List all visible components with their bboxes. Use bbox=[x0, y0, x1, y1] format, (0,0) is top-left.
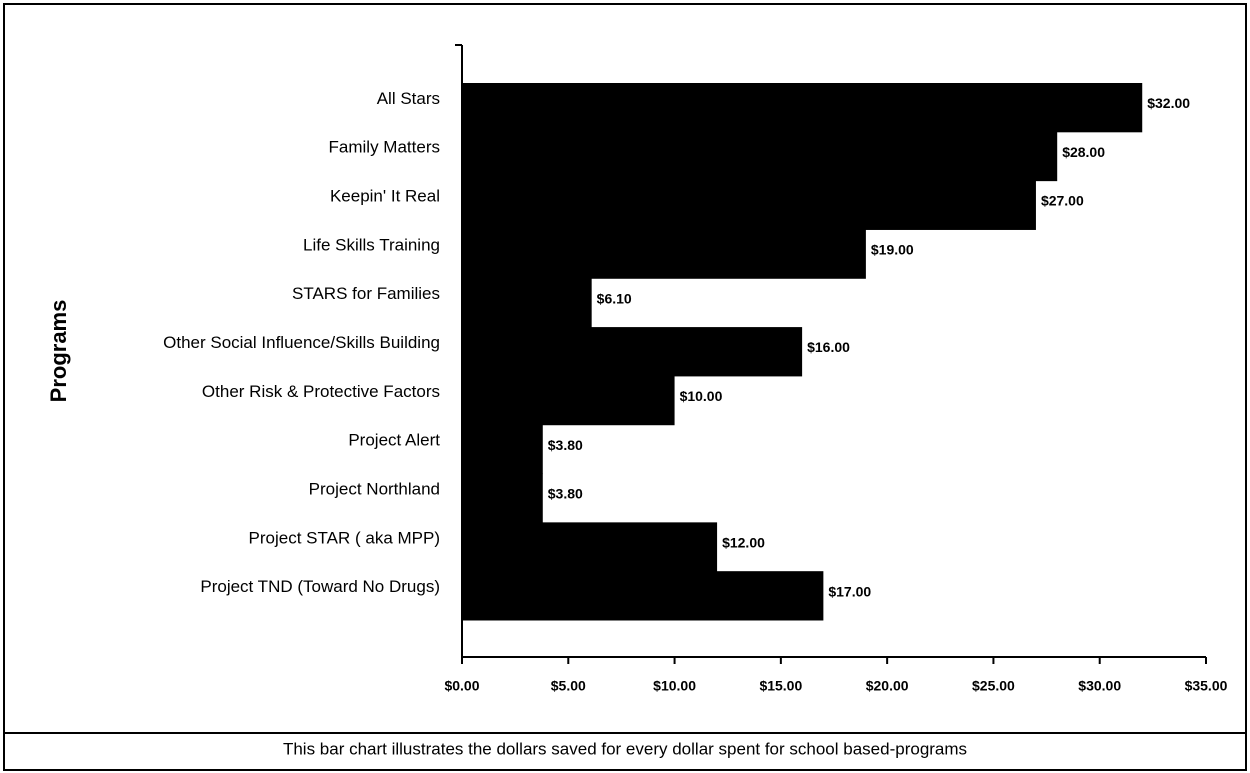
bar bbox=[462, 229, 866, 279]
category-label: Other Risk & Protective Factors bbox=[202, 382, 440, 401]
category-label: Life Skills Training bbox=[303, 235, 440, 254]
value-label: $12.00 bbox=[722, 534, 765, 550]
x-tick-label: $0.00 bbox=[444, 678, 479, 694]
bar bbox=[462, 375, 675, 426]
y-axis-title: Programs bbox=[46, 300, 71, 403]
bar bbox=[462, 131, 1058, 182]
bar bbox=[462, 278, 592, 328]
value-label: $19.00 bbox=[871, 242, 914, 258]
frame bbox=[3, 3, 1247, 771]
value-label: $27.00 bbox=[1041, 193, 1084, 209]
value-label: $6.10 bbox=[597, 290, 632, 306]
category-label: Project Alert bbox=[348, 431, 440, 450]
category-label: Family Matters bbox=[329, 138, 440, 157]
value-label: $32.00 bbox=[1147, 95, 1190, 111]
x-tick-label: $5.00 bbox=[551, 678, 586, 694]
x-tick-label: $35.00 bbox=[1185, 678, 1228, 694]
bar bbox=[462, 327, 803, 377]
x-tick-label: $15.00 bbox=[759, 678, 802, 694]
value-label: $3.80 bbox=[548, 486, 583, 502]
caption: This bar chart illustrates the dollars s… bbox=[283, 739, 967, 758]
x-tick-label: $10.00 bbox=[653, 678, 696, 694]
category-label: Keepin' It Real bbox=[330, 187, 440, 206]
value-label: $10.00 bbox=[680, 388, 723, 404]
bar bbox=[462, 180, 1036, 230]
category-label: All Stars bbox=[377, 89, 440, 108]
bar bbox=[462, 83, 1143, 133]
category-label: Other Social Influence/Skills Building bbox=[163, 333, 440, 352]
bar bbox=[462, 473, 543, 523]
category-label: Project Northland bbox=[309, 479, 440, 498]
x-tick-label: $20.00 bbox=[866, 678, 909, 694]
x-tick-label: $30.00 bbox=[1078, 678, 1121, 694]
x-tick-label: $25.00 bbox=[972, 678, 1015, 694]
value-label: $28.00 bbox=[1062, 144, 1105, 160]
value-label: $16.00 bbox=[807, 339, 850, 355]
value-label: $17.00 bbox=[828, 583, 871, 599]
value-label: $3.80 bbox=[548, 437, 583, 453]
category-label: Project STAR ( aka MPP) bbox=[249, 528, 440, 547]
category-label: STARS for Families bbox=[292, 284, 440, 303]
bar bbox=[462, 571, 824, 621]
category-label: Project TND (Toward No Drugs) bbox=[200, 577, 440, 596]
bar bbox=[462, 424, 543, 475]
bar bbox=[462, 522, 718, 572]
